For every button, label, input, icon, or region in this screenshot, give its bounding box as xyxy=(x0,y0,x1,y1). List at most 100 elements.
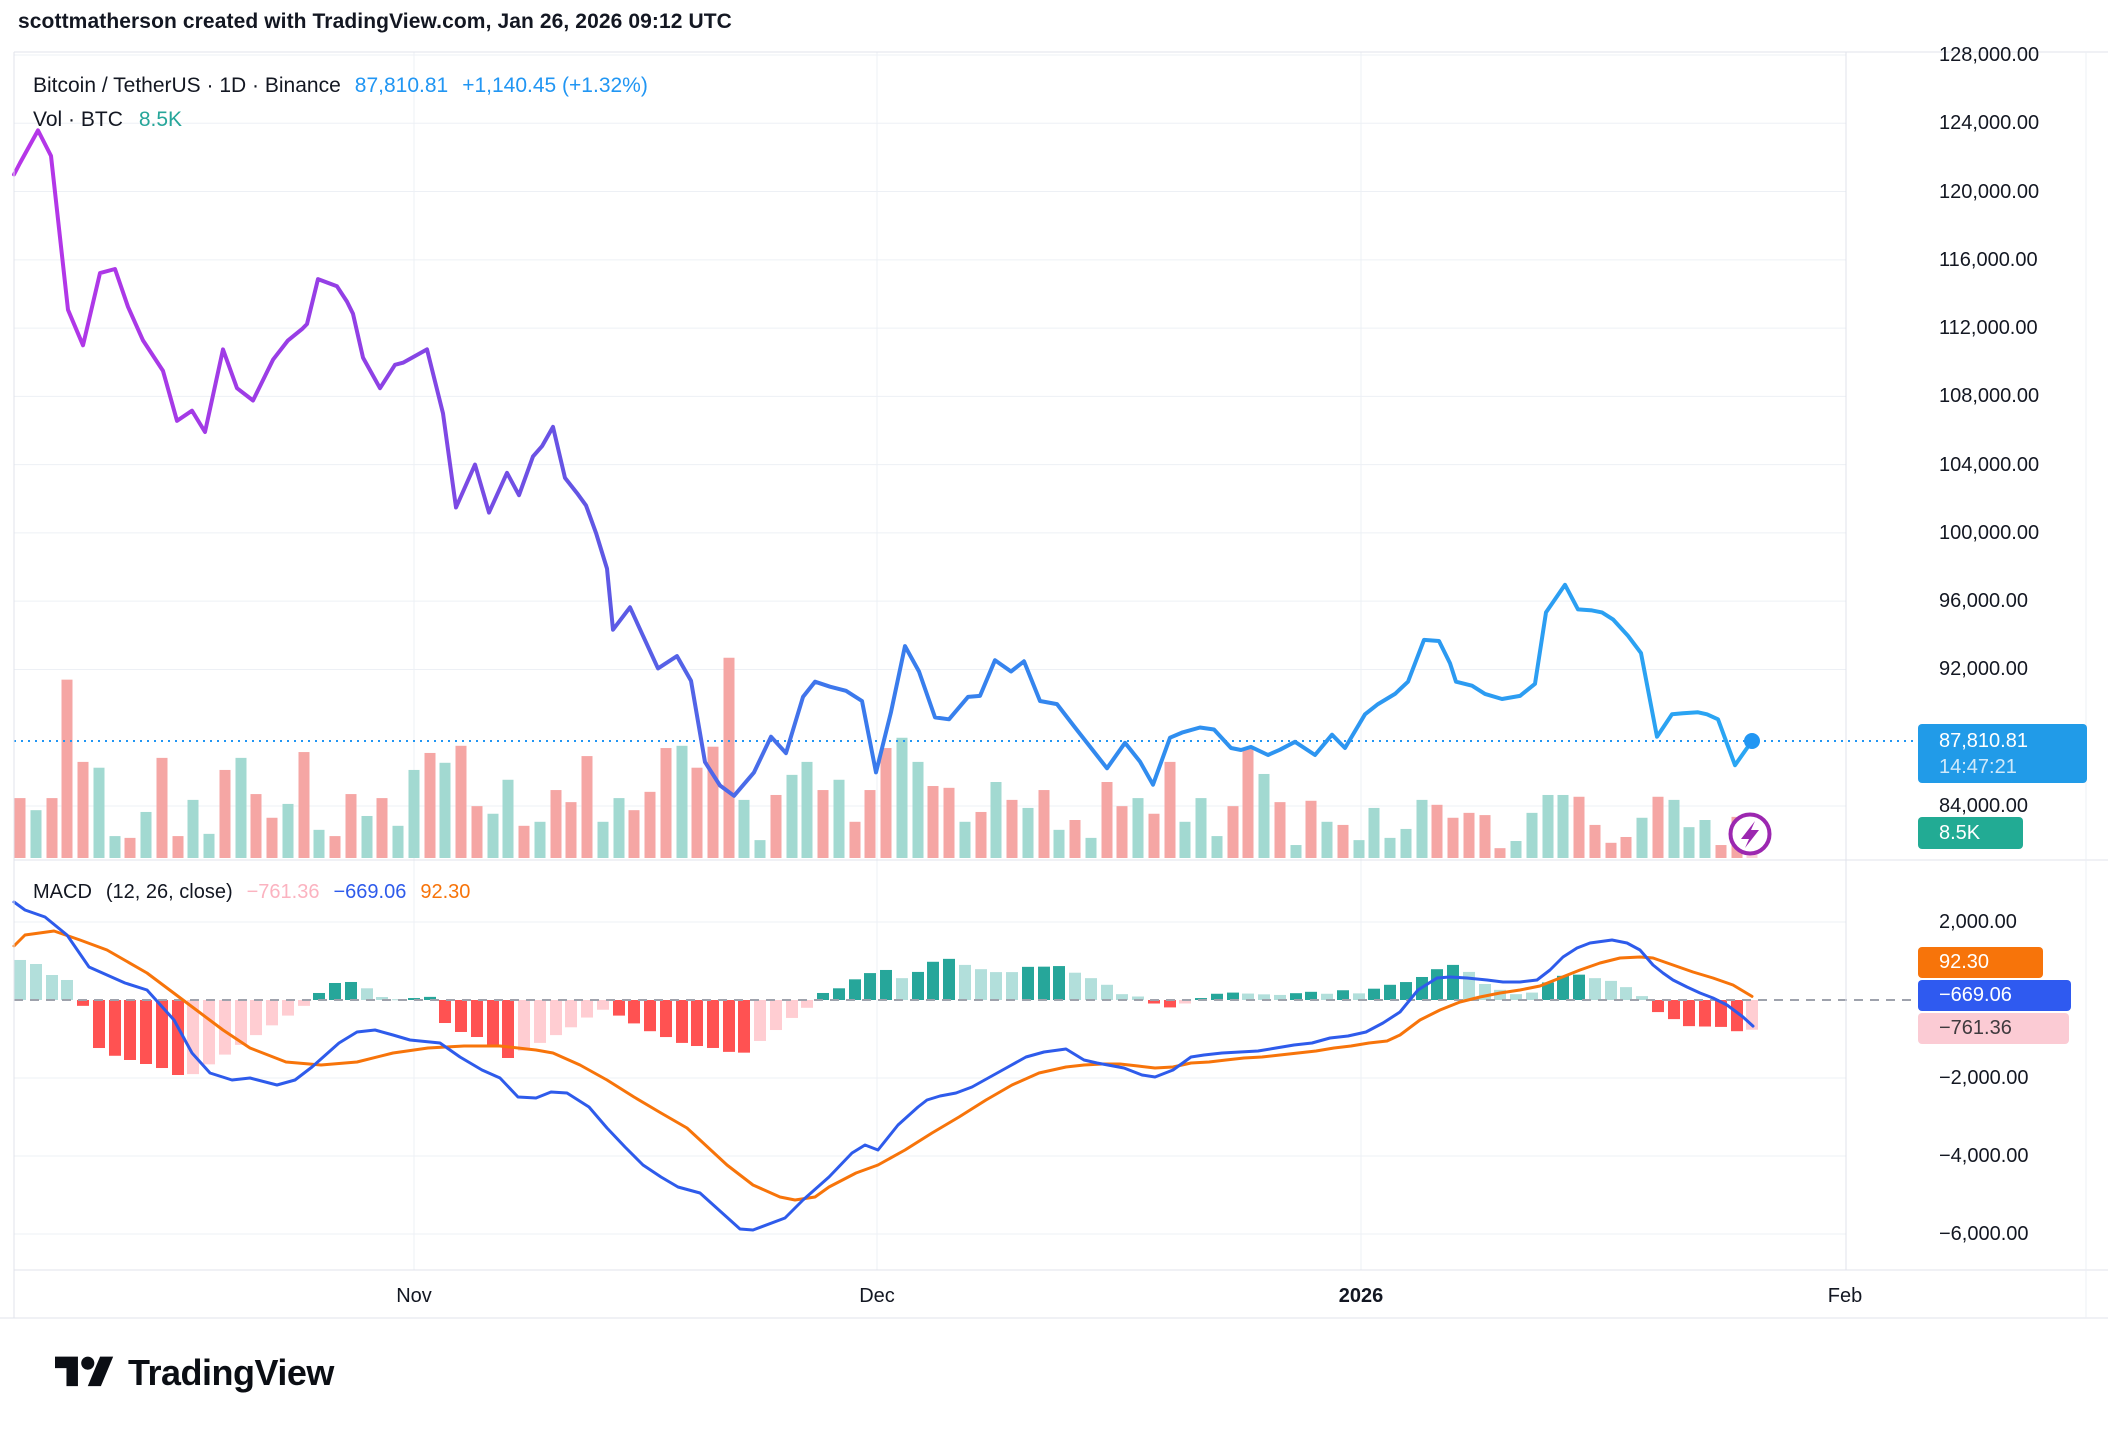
volume-axis-label: 8.5K xyxy=(1918,817,2023,849)
volume-bar xyxy=(1242,748,1254,858)
macd-histogram-bar xyxy=(1337,990,1349,1000)
macd-histogram-bar xyxy=(502,1000,514,1058)
volume-bar xyxy=(1195,798,1207,858)
volume-bar xyxy=(1179,821,1191,858)
macd-main-line xyxy=(12,900,1755,1232)
volume-bar xyxy=(959,821,971,858)
time-axis-label: Nov xyxy=(396,1285,432,1307)
macd-histogram-bar xyxy=(786,1000,798,1018)
volume-bar xyxy=(408,769,420,858)
macd-histogram-bar xyxy=(313,992,325,1000)
macd-histogram-bar xyxy=(1683,1000,1695,1027)
volume-bar xyxy=(833,779,845,858)
time-axis-label: Feb xyxy=(1827,1285,1863,1307)
volume-bar xyxy=(124,837,136,858)
macd-histogram-bar xyxy=(1053,966,1065,1000)
macd-histogram-bar xyxy=(1164,1000,1176,1008)
volume-bar xyxy=(1447,817,1459,858)
macd-histogram-bar xyxy=(613,1000,625,1016)
macd-histogram-bar xyxy=(1715,1000,1727,1027)
volume-bar xyxy=(738,799,750,858)
macd-histogram-bar xyxy=(1321,993,1333,1000)
volume-bar xyxy=(943,787,955,858)
macd-histogram-bar xyxy=(1148,1000,1160,1004)
volume-bar xyxy=(329,836,341,858)
current-price-text: 87,810.81 xyxy=(1939,729,2028,752)
volume-bar xyxy=(550,790,562,858)
tradingview-branding[interactable]: TradingView xyxy=(55,1350,334,1396)
macd-histogram-bar xyxy=(235,1000,247,1045)
macd-histogram-bar xyxy=(1274,994,1286,1000)
price-axis-tick: 124,000.00 xyxy=(1939,112,2040,135)
last-price-dot xyxy=(1744,733,1760,749)
volume-bar xyxy=(1006,799,1018,858)
macd-histogram-bar xyxy=(1510,994,1522,1000)
volume-bar xyxy=(392,825,404,858)
price-change: +1,140.45 (+1.32%) xyxy=(462,74,648,97)
signal-axis-label: 92.30 xyxy=(1918,947,2043,978)
macd-histogram-bar xyxy=(927,961,939,1000)
macd-histogram-bar xyxy=(1605,980,1617,1000)
volume-bar xyxy=(1038,790,1050,858)
volume-bar xyxy=(754,840,766,858)
macd-histogram-bar xyxy=(565,1000,577,1028)
macd-histogram-bar xyxy=(1731,1000,1743,1032)
symbol-title[interactable]: Bitcoin / TetherUS · 1D · Binance xyxy=(33,74,341,97)
volume-bar xyxy=(975,811,987,858)
volume-bar xyxy=(345,794,357,858)
volume-bar xyxy=(46,798,58,858)
macd-histogram-bar xyxy=(770,1000,782,1031)
macd-histogram-bar xyxy=(439,1000,451,1024)
macd-name[interactable]: MACD xyxy=(33,881,92,903)
macd-axis-tick: −4,000.00 xyxy=(1939,1145,2029,1167)
macd-params: (12, 26, close) xyxy=(105,881,233,903)
volume-bar xyxy=(581,756,593,858)
volume-bar xyxy=(1258,773,1270,858)
price-axis-tick: 84,000.00 xyxy=(1939,795,2028,817)
macd-histogram-bar xyxy=(896,978,908,1000)
volume-bar xyxy=(1321,821,1333,858)
macd-histogram-bar xyxy=(1085,978,1097,1000)
macd-histogram-bar xyxy=(534,1000,546,1043)
volume-bar xyxy=(801,761,813,858)
volume-bar xyxy=(471,806,483,858)
macd-histogram-bar xyxy=(361,988,373,1000)
volume-bar xyxy=(786,774,798,858)
macd-histogram-bar xyxy=(880,969,892,1000)
price-line-series xyxy=(12,128,1754,798)
volume-bar xyxy=(1463,812,1475,858)
volume-bar xyxy=(1605,842,1617,858)
macd-histogram-bar xyxy=(250,1000,262,1036)
volume-bar xyxy=(1368,807,1380,858)
volume-bar xyxy=(235,757,247,858)
volume-bar xyxy=(1022,807,1034,858)
volume-bar xyxy=(1290,845,1302,858)
tradingview-logo-icon xyxy=(55,1356,114,1387)
volume-value: 8.5K xyxy=(138,108,183,131)
volume-bar xyxy=(1227,806,1239,858)
price-axis-tick: 120,000.00 xyxy=(1939,180,2040,203)
macd-histogram-bar xyxy=(1526,992,1538,1000)
volume-bar xyxy=(1542,794,1554,858)
macd-histogram-bar xyxy=(219,1000,231,1055)
flash-boost-button[interactable] xyxy=(1728,812,1772,856)
price-axis-tick: 128,000.00 xyxy=(1939,44,2040,66)
macd-histogram-bar xyxy=(1227,992,1239,1000)
macd-histogram-bar xyxy=(1069,972,1081,1000)
macd-axis-tick: −6,000.00 xyxy=(1939,1223,2029,1245)
macd-histogram-bar xyxy=(109,1000,121,1056)
macd-histogram-bar xyxy=(1589,978,1601,1000)
macd-histogram-bar xyxy=(723,1000,735,1052)
volume-label[interactable]: Vol · BTC xyxy=(33,108,123,131)
volume-bar xyxy=(1274,802,1286,858)
volume-bar xyxy=(565,802,577,858)
volume-bar xyxy=(864,790,876,858)
volume-bar xyxy=(61,679,73,858)
macd-histogram-bar xyxy=(833,988,845,1000)
macd-histogram-bar xyxy=(1368,988,1380,1000)
macd-histogram-bar xyxy=(77,1000,89,1006)
volume-bar xyxy=(1557,794,1569,858)
volume-bar xyxy=(172,836,184,858)
